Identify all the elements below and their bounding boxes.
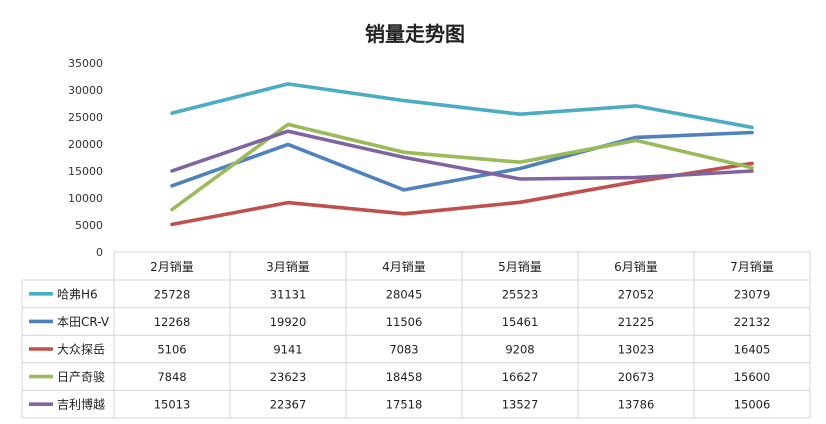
y-tick-label: 20000 <box>68 138 103 151</box>
data-label: 9141 <box>273 343 302 357</box>
data-label: 23623 <box>270 370 307 384</box>
series-line <box>170 130 754 192</box>
series-name: 吉利博越 <box>57 397 105 412</box>
data-label: 28045 <box>386 287 423 301</box>
data-label: 15600 <box>734 370 771 384</box>
data-label: 27052 <box>618 287 655 301</box>
data-label: 22367 <box>270 398 307 412</box>
data-label: 15013 <box>154 398 191 412</box>
y-tick-label: 5000 <box>75 219 103 232</box>
y-tick-label: 30000 <box>68 84 103 97</box>
category-label: 2月销量 <box>150 260 194 274</box>
series-name: 大众探岳 <box>57 343 105 357</box>
data-label: 16405 <box>734 343 771 357</box>
data-label: 25728 <box>154 287 191 301</box>
data-label: 23079 <box>734 287 771 301</box>
category-label: 4月销量 <box>382 260 426 274</box>
category-label: 5月销量 <box>498 260 542 274</box>
data-label: 19920 <box>270 315 307 329</box>
series-name: 哈弗H6 <box>57 287 98 301</box>
data-label: 21225 <box>618 315 655 329</box>
y-tick-label: 10000 <box>68 192 103 205</box>
data-label: 17518 <box>386 398 423 412</box>
series-line <box>170 82 754 130</box>
data-label: 9208 <box>505 343 534 357</box>
category-label: 6月销量 <box>614 260 658 274</box>
series-line <box>170 129 754 181</box>
data-label: 7083 <box>389 343 418 357</box>
series-line <box>170 161 754 227</box>
data-label: 15461 <box>502 315 539 329</box>
data-label: 13023 <box>618 343 655 357</box>
data-label: 20673 <box>618 370 655 384</box>
data-label: 25523 <box>502 287 539 301</box>
y-axis: 0 5000 10000 15000 20000 25000 30000 35000 <box>68 57 103 259</box>
data-label: 18458 <box>386 370 423 384</box>
y-tick-label: 15000 <box>68 165 103 178</box>
y-tick-label: 25000 <box>68 111 103 124</box>
y-tick-label: 35000 <box>68 57 103 70</box>
data-label: 16627 <box>502 370 539 384</box>
series-lines <box>170 82 754 227</box>
data-label: 12268 <box>154 315 191 329</box>
data-label: 11506 <box>386 315 423 329</box>
category-label: 3月销量 <box>266 260 310 274</box>
data-label: 15006 <box>734 398 771 412</box>
data-label: 31131 <box>270 287 307 301</box>
series-name: 本田CR-V <box>57 315 110 329</box>
category-label: 7月销量 <box>730 260 774 274</box>
data-label: 13786 <box>618 398 655 412</box>
series-name: 日产奇骏 <box>57 370 105 384</box>
data-label: 7848 <box>157 370 186 384</box>
data-label: 5106 <box>157 343 186 357</box>
chart-title: 销量走势图 <box>365 22 465 46</box>
data-label: 13527 <box>502 398 539 412</box>
data-label: 22132 <box>734 315 771 329</box>
y-tick-label: 0 <box>96 246 103 259</box>
